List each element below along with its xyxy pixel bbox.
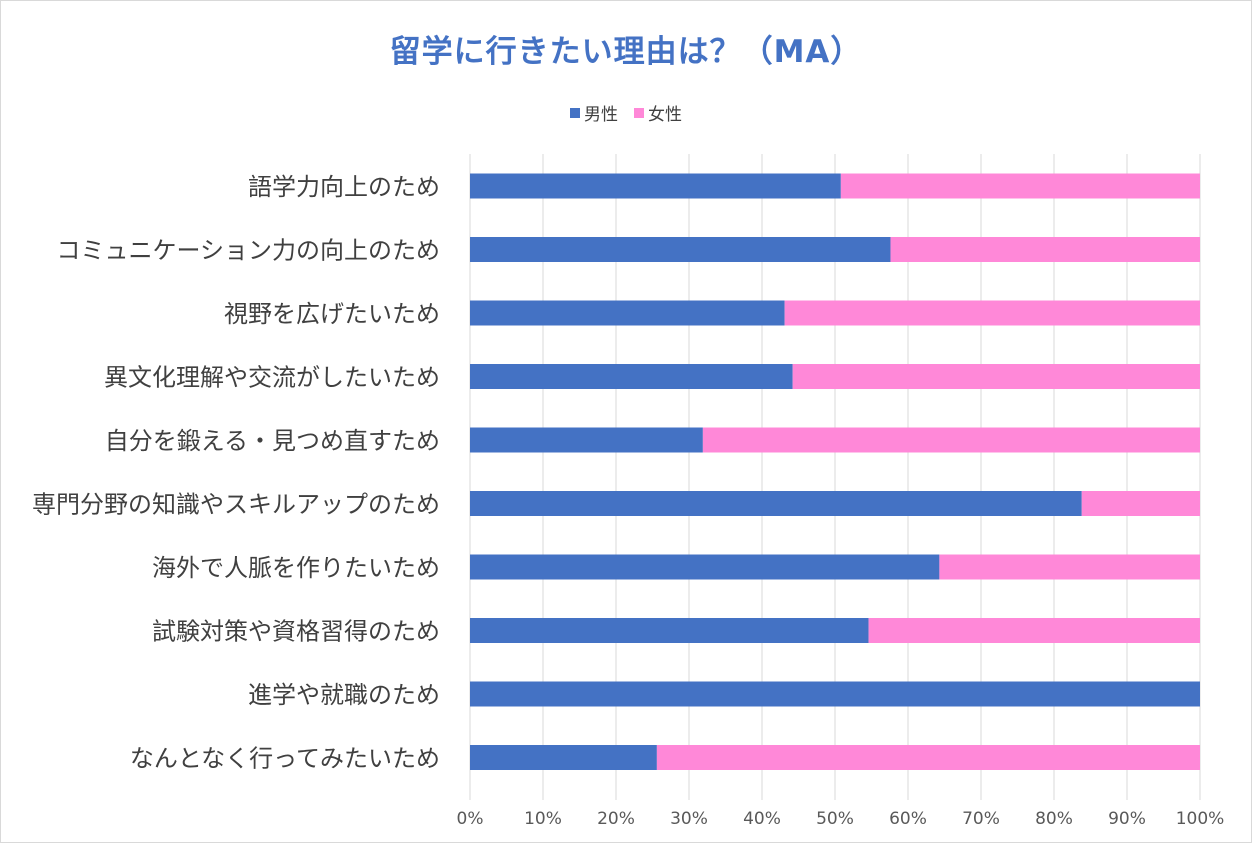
x-tick-label: 80% xyxy=(1035,809,1073,829)
bar-male xyxy=(470,745,657,770)
bar-male xyxy=(470,300,785,326)
bar-female xyxy=(702,427,1200,453)
category-label: 専門分野の知識やスキルアップのため xyxy=(32,491,440,519)
category-label: 語学力向上のため xyxy=(248,173,440,201)
legend-label-male: 男性 xyxy=(584,105,618,125)
category-label: 進学や就職のため xyxy=(248,681,440,709)
bar-male xyxy=(470,237,891,262)
legend-swatch-male xyxy=(570,107,580,118)
bar-male xyxy=(470,491,1082,516)
bar-female xyxy=(890,237,1200,262)
bar-male xyxy=(470,427,703,453)
bar-female xyxy=(939,554,1200,580)
category-label: なんとなく行ってみたいため xyxy=(130,745,440,773)
bar-male xyxy=(470,681,1200,707)
bar-female xyxy=(784,300,1200,326)
category-label: 自分を鍛える・見つめ直すため xyxy=(105,427,440,455)
bar-female xyxy=(1081,491,1200,516)
x-tick-label: 10% xyxy=(524,809,562,829)
bar-female xyxy=(868,618,1200,643)
legend-item-female: 女性 xyxy=(634,100,682,125)
bar-male xyxy=(470,618,869,643)
x-tick-label: 0% xyxy=(457,809,484,829)
chart-title: 留学に行きたい理由は？（MA） xyxy=(389,34,863,70)
bar-male xyxy=(470,554,940,580)
x-tick-label: 50% xyxy=(816,809,854,829)
legend-swatch-female xyxy=(634,107,644,118)
bar-female xyxy=(792,364,1200,389)
x-tick-label: 90% xyxy=(1108,809,1146,829)
legend-label-female: 女性 xyxy=(648,105,682,125)
category-label: コミュニケーション力の向上のため xyxy=(56,237,440,265)
category-label: 海外で人脈を作りたいため xyxy=(152,554,440,582)
category-label: 視野を広げたいため xyxy=(224,300,440,328)
chart-legend: 男性 女性 xyxy=(0,100,1252,125)
x-tick-label: 30% xyxy=(670,809,708,829)
x-tick-label: 100% xyxy=(1176,809,1225,829)
x-tick-label: 40% xyxy=(743,809,781,829)
bar-male xyxy=(470,364,793,389)
bar-female xyxy=(840,173,1200,199)
x-tick-label: 60% xyxy=(889,809,927,829)
category-label: 試験対策や資格習得のため xyxy=(152,618,440,646)
category-label: 異文化理解や交流がしたいため xyxy=(104,364,440,392)
bar-male xyxy=(470,173,841,199)
x-tick-label: 20% xyxy=(597,809,635,829)
bar-female xyxy=(656,745,1200,770)
legend-item-male: 男性 xyxy=(570,100,618,125)
x-tick-label: 70% xyxy=(962,809,1000,829)
